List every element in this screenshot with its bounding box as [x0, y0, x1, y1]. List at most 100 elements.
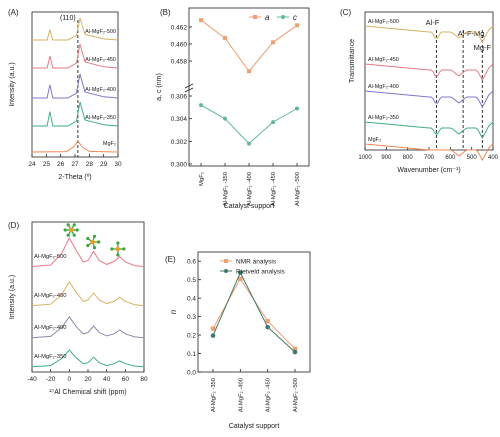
x-tick-label-a: 25	[43, 161, 51, 168]
y-tick-label-e: 0.4	[187, 296, 196, 303]
peak-annotation-a: (110)	[60, 15, 76, 22]
x-tick-label-e: Al-MgF₂ -400	[238, 378, 244, 412]
coordination-structure-icon	[86, 234, 101, 250]
axes-e	[197, 251, 311, 373]
legend-marker-b	[253, 15, 257, 19]
x-tick-label-d: 60	[122, 376, 130, 383]
data-point-e	[265, 324, 270, 330]
data-point-b	[199, 18, 203, 23]
fluorine-atom	[116, 241, 120, 245]
data-point-b	[295, 106, 299, 111]
x-axis-label-a: 2-Theta (º)	[58, 174, 91, 181]
fluorine-atom	[110, 247, 114, 251]
series-line-d	[31, 349, 145, 368]
series-label-d: Al-MgF₂-500	[34, 254, 67, 260]
x-tick-label-a: 26	[57, 161, 65, 168]
data-point-e	[265, 319, 270, 324]
series-label-d: Al-MgF₂-400	[34, 325, 67, 331]
x-tick-label-c: 600	[445, 155, 456, 161]
series-label-d: Al-MgF₂-450	[34, 293, 67, 299]
fluorine-atom	[72, 233, 76, 237]
y-tick-label-b: 0.302	[171, 139, 188, 146]
series-label-a: Al-MgF₂-450	[85, 57, 116, 63]
data-point-e	[238, 276, 243, 281]
series-line-b	[200, 104, 298, 145]
series-label-a: MgF₂	[103, 141, 116, 147]
x-tick-label-c: 500	[467, 155, 478, 161]
series-line-a	[32, 101, 119, 127]
data-point-e	[210, 326, 216, 331]
series-line-c	[364, 90, 494, 109]
x-tick-label-d: -20	[46, 376, 56, 383]
y-tick-label-e: 0.6	[187, 259, 196, 266]
x-tick-label-b: MgF₂	[199, 172, 205, 186]
panel-label-a: (A)	[8, 8, 19, 17]
fluorine-atom	[72, 223, 76, 227]
y-tick-label-b: 0.462	[171, 25, 188, 32]
data-point-e	[292, 349, 298, 355]
fluorine-atom	[97, 240, 101, 244]
series-label-c: MgF₂	[368, 137, 381, 143]
series-line-e	[212, 271, 296, 353]
data-point-e	[210, 333, 216, 338]
y-tick-label-e: 0.3	[187, 314, 196, 321]
y-axis-label-e: n	[169, 309, 178, 314]
fluorine-atom	[92, 246, 97, 250]
series-line-d	[31, 236, 145, 267]
data-point-b	[223, 116, 227, 121]
coordination-structure-icon	[63, 223, 79, 237]
y-axis-label-b: a, c (nm)	[156, 73, 163, 101]
y-tick-label-b: 0.460	[171, 42, 188, 49]
legend-marker-b	[281, 15, 285, 19]
y-axis-label-a: Intensity (a.u.)	[9, 62, 16, 106]
x-tick-label-d: 0	[68, 376, 72, 383]
panel-label-e: (E)	[165, 255, 176, 264]
y-tick-label-e: 0.2	[187, 333, 196, 340]
x-axis-label-e: Catalyst support	[229, 423, 280, 430]
band-annotation-c: Al-F	[426, 18, 440, 27]
x-axis-label-b: Catalyst support	[224, 203, 275, 210]
legend-marker-e	[224, 259, 228, 263]
x-tick-label-b: Al-MgF₂ -500	[295, 172, 301, 206]
axis-break-b	[184, 87, 194, 93]
data-point-b	[247, 141, 251, 146]
series-line-a	[32, 73, 119, 99]
panel-label-c: (C)	[340, 8, 351, 17]
series-line-a	[32, 17, 119, 41]
series-line-a	[32, 43, 119, 69]
fluorine-atom	[116, 253, 120, 257]
y-axis-label-d: Intensity (a.u.)	[9, 275, 16, 319]
x-tick-label-c: 800	[403, 155, 414, 161]
legend-label-e: Rietveld analysis	[236, 269, 286, 276]
aluminum-atom	[115, 246, 121, 252]
legend-label-e: NMR analysis	[236, 259, 277, 266]
series-label-c: Al-MgF₂-400	[368, 84, 399, 90]
aluminum-atom	[90, 239, 95, 245]
x-axis-label-c: Wavenumber (cm⁻¹)	[397, 167, 460, 174]
x-tick-label-e: Al-MgF₂ -350	[211, 378, 217, 412]
fluorine-atom	[86, 243, 90, 248]
x-tick-label-b: Al-MgF₂ -450	[271, 172, 277, 206]
x-tick-label-b: Al-MgF₂ -350	[223, 172, 229, 206]
series-line-c	[364, 63, 494, 82]
coordination-structure-icon	[110, 241, 126, 257]
series-line-e	[212, 277, 296, 350]
data-point-b	[295, 23, 299, 28]
series-line-d	[31, 280, 145, 307]
panel-label-b: (B)	[160, 8, 171, 17]
x-tick-label-d: -40	[27, 376, 37, 383]
y-tick-label-e: 0.0	[187, 370, 196, 377]
fluorine-atom	[66, 233, 70, 237]
series-line-a	[31, 140, 119, 153]
x-tick-label-c: 900	[381, 155, 392, 161]
x-tick-label-a: 30	[114, 161, 122, 168]
x-tick-label-c: 400	[488, 155, 499, 161]
x-tick-label-a: 24	[28, 161, 36, 168]
fluorine-atom	[66, 223, 70, 227]
legend-marker-e	[224, 269, 228, 273]
series-label-a: Al-MgF₂-400	[85, 87, 116, 93]
y-tick-label-b: 0.458	[171, 59, 188, 66]
fluorine-atom	[122, 247, 126, 251]
y-tick-label-b: 0.304	[171, 116, 188, 123]
